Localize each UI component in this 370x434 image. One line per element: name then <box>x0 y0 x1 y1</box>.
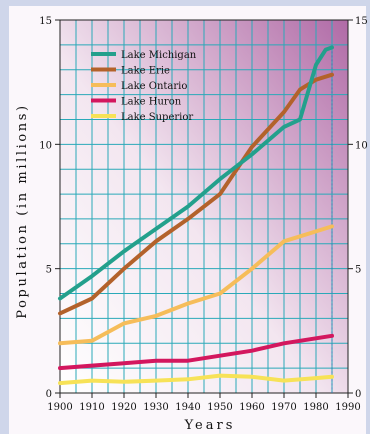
legend-label-lake-erie: Lake Erie <box>121 66 170 77</box>
plot-border <box>59 19 349 394</box>
series-line-lake-erie <box>58 72 334 316</box>
plot-frame <box>55 19 353 398</box>
legend-label-lake-michigan: Lake Michigan <box>121 50 197 61</box>
window-right-border <box>366 0 370 434</box>
y-tick-label-right: 10 <box>355 140 368 151</box>
series-line-lake-ontario <box>58 224 334 346</box>
x-tick-label: 1960 <box>239 402 264 413</box>
y-tick-labels-right: 0 5 10 15 <box>355 16 368 400</box>
series-line-lake-huron <box>58 333 334 371</box>
series-line-lake-michigan <box>58 45 334 301</box>
series-lines <box>58 45 334 386</box>
x-tick-label: 1920 <box>111 402 136 413</box>
y-tick-label: 10 <box>39 140 52 151</box>
x-tick-label: 1910 <box>79 402 104 413</box>
y-tick-label: 0 <box>46 389 52 400</box>
window-top-border <box>0 0 370 6</box>
x-tick-label: 1950 <box>207 402 232 413</box>
x-tick-label: 1940 <box>175 402 200 413</box>
y-tick-label-right: 5 <box>355 265 361 276</box>
window-left-border <box>0 0 9 434</box>
y-tick-label: 5 <box>46 265 52 276</box>
x-tick-label: 1990 <box>335 402 360 413</box>
x-axis-title: Years <box>184 418 236 433</box>
x-tick-label: 1970 <box>271 402 296 413</box>
legend-label-lake-huron: Lake Huron <box>121 97 182 108</box>
legend: Lake Michigan Lake Erie Lake Ontario Lake H… <box>91 50 197 123</box>
y-tick-label-right: 15 <box>355 16 368 27</box>
legend-label-lake-ontario: Lake Ontario <box>121 81 187 92</box>
x-tick-labels: 1900 1910 1920 1930 1940 1950 1960 1970 1980 1990 <box>47 402 360 413</box>
x-tick-label: 1930 <box>143 402 168 413</box>
series-line-lake-superior <box>58 373 334 386</box>
legend-label-lake-superior: Lake Superior <box>121 112 193 123</box>
y-tick-label-right: 0 <box>355 389 361 400</box>
y-tick-label: 15 <box>39 16 52 27</box>
y-axis-title: Population (in millions) <box>15 103 30 318</box>
y-tick-labels: 0 5 10 15 <box>39 16 52 400</box>
x-tick-label: 1900 <box>47 402 72 413</box>
x-tick-label: 1980 <box>303 402 328 413</box>
